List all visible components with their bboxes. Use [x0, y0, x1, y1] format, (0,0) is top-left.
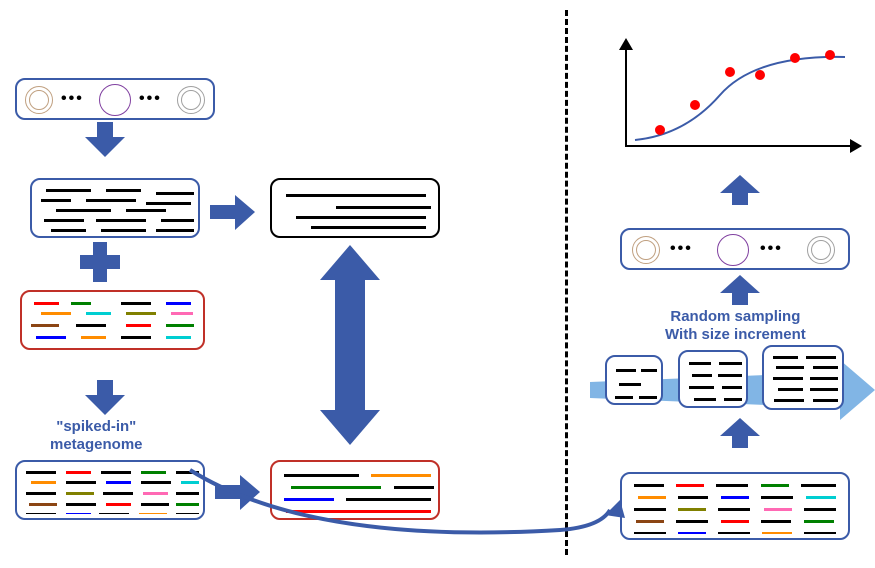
chart-point-5 [790, 53, 800, 63]
sample3-lines [768, 351, 838, 404]
genome-circle-2 [99, 84, 131, 116]
box-ref-assembly [270, 178, 440, 238]
map-dots-1: ••• [670, 240, 693, 258]
sample-box-3 [762, 345, 844, 410]
box-ref-genome: ••• ••• [15, 78, 215, 120]
compare-arrow [320, 245, 380, 445]
chart-x-axis [625, 145, 855, 147]
map-dots-2: ••• [760, 240, 783, 258]
arrow-1 [85, 122, 125, 157]
curved-arrow [180, 430, 630, 550]
sample-box-1 [605, 355, 663, 405]
chart-point-2 [690, 100, 700, 110]
chart-point-4 [755, 70, 765, 80]
genome-circle-1b [29, 90, 49, 110]
plus-icon [80, 242, 120, 291]
arrow-ref-assembly [210, 195, 255, 230]
sample2-lines [684, 356, 742, 402]
sample1-lines [611, 361, 657, 399]
sample-box-2 [678, 350, 748, 408]
box-genome-fragments [30, 178, 200, 238]
non-overlap-lines [626, 478, 844, 534]
arrow-up-mapping [720, 275, 760, 305]
chart-point-6 [825, 50, 835, 60]
fragments-lines [36, 184, 194, 232]
box-spiked-in [15, 460, 205, 520]
arrow-2 [85, 380, 125, 415]
chart-point-1 [655, 125, 665, 135]
genome-dots-1: ••• [61, 90, 84, 108]
spiked-in-lines [21, 466, 199, 514]
arrow-up-samples [720, 418, 760, 448]
map-circle-2 [717, 234, 749, 266]
genome-dots-2: ••• [139, 90, 162, 108]
metagenome-reads-lines [26, 296, 199, 344]
ref-assembly-lines [276, 184, 434, 232]
label-spiked-in: "spiked-in"metagenome [50, 418, 143, 454]
chart-point-3 [725, 67, 735, 77]
arrow-up-chart [720, 175, 760, 205]
map-circle-1b [636, 240, 656, 260]
label-random-sampling: Random samplingWith size increment [665, 308, 806, 344]
box-non-overlap [620, 472, 850, 540]
box-mapping: ••• ••• [620, 228, 850, 270]
genome-circle-3b [181, 90, 201, 110]
map-circle-3b [811, 240, 831, 260]
box-metagenome-reads [20, 290, 205, 350]
